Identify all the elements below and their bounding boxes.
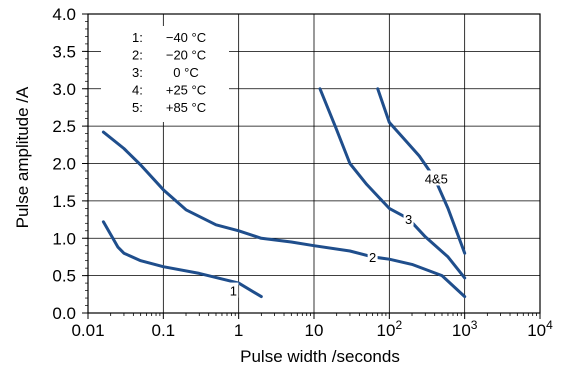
y-tick-label: 0.0: [52, 304, 76, 323]
curve-label: 1: [230, 284, 237, 299]
x-tick-exponent: 2: [395, 318, 402, 332]
legend-entry-temperature: +85 °C: [166, 100, 206, 115]
curve-2: [101, 130, 467, 299]
legend: 1: −40 °C 2: −20 °C 3: 0 °C 4: +25 °C 5: +85 °C: [101, 26, 229, 122]
y-tick-label: 3.0: [52, 80, 76, 99]
legend-entry-number: 5:: [132, 100, 143, 115]
y-tick-labels: 0.0 0.5 1.0 1.5 2.0 2.5 3.0 3.5 4.0: [52, 5, 76, 323]
x-tick-label: 104: [527, 318, 553, 340]
x-tick-label: 0.1: [152, 321, 176, 340]
legend-entry-temperature: +25 °C: [166, 83, 206, 98]
x-tick-label: 0.01: [71, 321, 104, 340]
y-tick-label: 1.0: [52, 229, 76, 248]
curve-3: [318, 87, 467, 280]
curve-label-background: [423, 170, 450, 186]
y-tick-label: 3.5: [52, 42, 76, 61]
legend-entry-temperature: −20 °C: [166, 48, 206, 63]
series-group: 1 2 3 4&5: [101, 87, 467, 299]
curve-label: 2: [369, 250, 376, 265]
legend-entry-number: 3:: [132, 65, 143, 80]
curve-4&5: [376, 87, 467, 255]
legend-entry-number: 4:: [132, 83, 143, 98]
curve-label-background: [367, 248, 378, 264]
y-tick-label: 0.5: [52, 267, 76, 286]
x-tick-exponent: 4: [546, 318, 553, 332]
legend-entry-temperature: 0 °C: [173, 65, 198, 80]
curve-label: 4&5: [425, 171, 448, 186]
legend-entry-number: 2:: [132, 48, 143, 63]
x-tick-label: 103: [452, 318, 478, 340]
curve-label-background: [403, 210, 414, 226]
x-tick-label: 10: [305, 321, 324, 340]
y-axis-title: Pulse amplitude /A: [13, 86, 32, 228]
curve-1: [101, 220, 263, 299]
y-tick-label: 1.5: [52, 192, 76, 211]
legend-box: [101, 26, 229, 122]
x-tick-label: 102: [377, 318, 403, 340]
x-tick-exponent: 3: [471, 318, 478, 332]
legend-entry-temperature: −40 °C: [166, 30, 206, 45]
plot-frame: [87, 13, 541, 314]
x-tick-labels: 0.01 0.1 1 10 102 103 104: [71, 318, 553, 340]
y-tick-label: 2.5: [52, 117, 76, 136]
y-tick-label: 2.0: [52, 155, 76, 174]
x-tick-label: 1: [234, 321, 243, 340]
y-tick-label: 4.0: [52, 5, 76, 24]
curve-label: 3: [405, 212, 412, 227]
x-axis-title: Pulse width /seconds: [240, 347, 400, 366]
legend-entry-number: 1:: [132, 30, 143, 45]
curve-label-background: [228, 282, 239, 298]
